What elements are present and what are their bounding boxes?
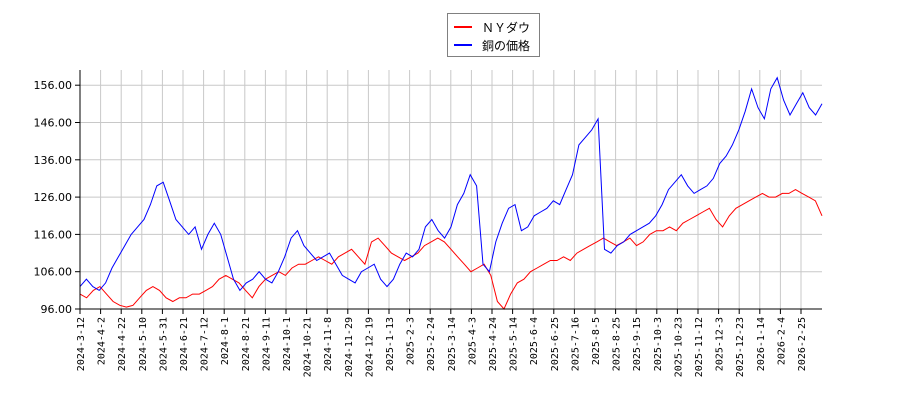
svg-text:2024-8-1: 2024-8-1 [220, 317, 231, 365]
svg-text:2025-1-13: 2025-1-13 [385, 317, 396, 371]
svg-text:156.00: 156.00 [34, 79, 73, 92]
svg-text:2025-6-25: 2025-6-25 [550, 317, 561, 371]
svg-text:2026-1-14: 2026-1-14 [756, 317, 767, 371]
legend: ＮＹダウ 銅の価格 [447, 13, 540, 57]
svg-text:2024-10-21: 2024-10-21 [303, 317, 314, 377]
svg-text:2025-10-23: 2025-10-23 [673, 317, 684, 377]
svg-text:2024-10-1: 2024-10-1 [282, 317, 293, 371]
svg-text:2024-11-29: 2024-11-29 [344, 317, 355, 377]
svg-text:2024-6-21: 2024-6-21 [179, 317, 190, 371]
svg-text:2025-12-3: 2025-12-3 [715, 317, 726, 371]
legend-label: ＮＹダウ [482, 20, 531, 35]
blue-line-swatch-icon [454, 44, 472, 46]
x-axis-ticks: 2024-3-12 2024-4-2 2024-4-22 2024-5-10 2024-… [76, 309, 808, 377]
svg-text:2025-3-14: 2025-3-14 [447, 317, 458, 371]
svg-text:2026-2-25: 2026-2-25 [797, 317, 808, 371]
svg-text:2024-5-10: 2024-5-10 [138, 317, 149, 371]
svg-text:2025-4-24: 2025-4-24 [488, 317, 499, 371]
svg-text:2024-3-12: 2024-3-12 [76, 317, 87, 371]
svg-text:2024-9-11: 2024-9-11 [261, 317, 272, 371]
svg-text:146.00: 146.00 [34, 117, 73, 130]
svg-text:96.00: 96.00 [41, 303, 73, 316]
svg-text:116.00: 116.00 [34, 228, 73, 241]
svg-text:2024-4-22: 2024-4-22 [117, 317, 128, 371]
svg-text:106.00: 106.00 [34, 266, 73, 279]
svg-text:2025-8-25: 2025-8-25 [612, 317, 623, 371]
legend-item-copper-price: 銅の価格 [454, 37, 530, 53]
svg-text:2024-5-31: 2024-5-31 [158, 317, 169, 371]
svg-text:2025-9-15: 2025-9-15 [632, 317, 643, 371]
data-series [79, 76, 823, 310]
svg-text:126.00: 126.00 [34, 191, 73, 204]
svg-text:2024-11-8: 2024-11-8 [323, 317, 334, 371]
svg-text:2025-7-16: 2025-7-16 [570, 317, 581, 371]
y-axis-ticks: 96.00 106.00 116.00 126.00 136.00 146.00 156.0… [34, 79, 80, 316]
legend-label: 銅の価格 [482, 38, 531, 53]
svg-text:2024-12-19: 2024-12-19 [364, 317, 375, 377]
svg-text:2025-5-14: 2025-5-14 [509, 317, 520, 371]
red-line-swatch-icon [454, 26, 472, 28]
svg-text:136.00: 136.00 [34, 154, 73, 167]
svg-text:2025-11-12: 2025-11-12 [694, 317, 705, 377]
svg-text:2025-10-3: 2025-10-3 [653, 317, 664, 371]
svg-text:2025-2-24: 2025-2-24 [426, 317, 437, 371]
svg-text:2025-2-3: 2025-2-3 [406, 317, 417, 365]
svg-text:2025-4-3: 2025-4-3 [467, 317, 478, 365]
svg-text:2024-8-21: 2024-8-21 [241, 317, 252, 371]
legend-item-ny-dow: ＮＹダウ [454, 19, 530, 35]
svg-text:2024-4-2: 2024-4-2 [97, 317, 108, 365]
svg-text:2024-7-12: 2024-7-12 [200, 317, 211, 371]
svg-text:2025-6-4: 2025-6-4 [529, 317, 540, 365]
svg-text:2026-2-4: 2026-2-4 [776, 317, 787, 365]
svg-text:2025-12-23: 2025-12-23 [735, 317, 746, 377]
grid-lines [80, 70, 822, 309]
svg-text:2025-8-5: 2025-8-5 [591, 317, 602, 365]
